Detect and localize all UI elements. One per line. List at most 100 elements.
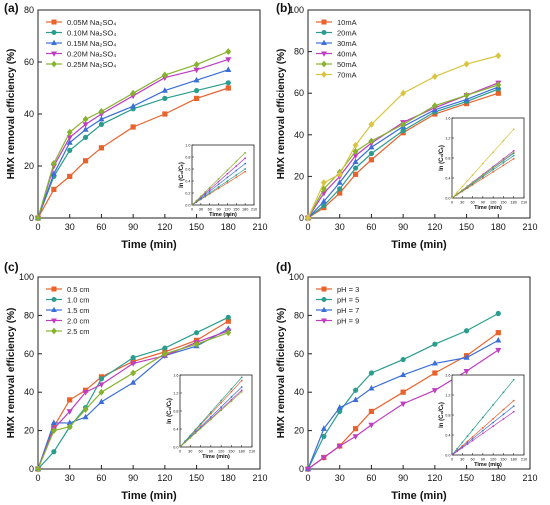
data-point	[337, 186, 343, 192]
data-point	[400, 371, 407, 378]
inset-point	[456, 447, 459, 450]
inset-point	[226, 172, 229, 175]
data-point	[98, 376, 105, 382]
x-tick-label: 30	[65, 222, 75, 232]
inset-point	[512, 149, 515, 152]
inset-point	[481, 416, 484, 419]
data-point	[352, 426, 359, 432]
panel-label: (c)	[4, 260, 19, 274]
inset-point	[502, 164, 505, 167]
data-point	[495, 330, 501, 336]
inset-point	[217, 180, 220, 183]
data-point	[162, 95, 168, 101]
inset-point	[461, 446, 464, 449]
data-point	[352, 147, 359, 155]
inset-y-tick-label: 0.8	[173, 410, 178, 414]
x-tick-label: 60	[366, 473, 376, 483]
legend-swatch-marker	[321, 318, 327, 324]
inset-point	[492, 421, 495, 424]
data-point	[82, 390, 89, 396]
y-tick-label: 60	[24, 57, 34, 67]
legend-swatch-marker	[51, 39, 57, 46]
data-point	[368, 120, 375, 128]
y-tick-label: 40	[24, 387, 34, 397]
data-point	[400, 389, 406, 395]
inset-point	[244, 157, 247, 160]
inset-point	[240, 386, 243, 388]
inset-point	[208, 190, 211, 193]
data-point	[82, 413, 89, 420]
legend-label: 2.0 cm	[67, 317, 90, 326]
data-point	[193, 76, 200, 83]
inset-x-tick-label: 210	[521, 201, 527, 205]
x-tick-label: 30	[335, 473, 345, 483]
inset-point	[512, 410, 515, 413]
data-point	[130, 361, 137, 367]
inset-y-tick-label: 1.0	[185, 144, 190, 148]
x-tick-label: 120	[427, 222, 442, 232]
data-point	[130, 89, 137, 97]
legend-label: pH = 9	[337, 317, 359, 326]
data-point	[368, 384, 375, 391]
inset-point	[481, 426, 484, 429]
legend: pH = 3 pH = 5pH = 7 pH = 9	[316, 285, 359, 326]
inset-y-tick-label: 0.4	[185, 180, 190, 184]
inset-x-tick-label: 150	[228, 450, 234, 454]
inset-point	[512, 151, 515, 154]
inset-chart: 0 30 60 90 120 150 180 210 0.0 0.2 0.4 0.6 0.8 1.0 Tim…	[179, 144, 257, 219]
inset-y-label: ln (C₀/Cₜ)	[167, 398, 173, 424]
inset-point	[492, 417, 495, 420]
y-tick-label: 80	[24, 5, 34, 15]
y-tick-label: 40	[294, 387, 304, 397]
inset-point	[217, 178, 220, 180]
legend-label: pH = 5	[337, 296, 359, 305]
data-point	[431, 360, 438, 366]
inset-x-tick-label: 150	[500, 201, 506, 205]
legend-swatch-marker	[321, 60, 327, 68]
inset-x-tick-label: 30	[460, 201, 464, 205]
data-point	[82, 158, 89, 164]
inset-x-tick-label: 210	[521, 458, 527, 462]
inset-point	[208, 188, 211, 191]
inset-point	[204, 193, 207, 196]
inset-x-tick-label: 60	[198, 450, 202, 454]
legend-label: 30mA	[337, 39, 357, 48]
legend-swatch-marker	[321, 51, 327, 57]
inset-point	[471, 439, 474, 442]
x-axis-label: Time (min)	[391, 490, 447, 502]
series-2	[305, 86, 501, 221]
inset-point	[240, 376, 243, 379]
inset-point	[209, 411, 212, 414]
inset-point	[235, 160, 238, 163]
series-6	[305, 52, 502, 222]
data-point	[50, 159, 57, 167]
inset-point	[230, 388, 233, 390]
data-point	[225, 80, 231, 86]
x-tick-label: 210	[252, 473, 267, 483]
data-point	[82, 406, 89, 413]
inset-point	[217, 186, 220, 188]
data-point	[98, 115, 105, 122]
data-point	[431, 73, 438, 81]
inset-y-label: ln (C₀/Cₜ)	[179, 162, 185, 188]
legend-swatch-marker	[321, 296, 327, 302]
data-point	[495, 310, 501, 317]
inset-point	[502, 159, 505, 161]
inset-x-tick-label: 120	[218, 450, 224, 454]
inset-y-tick-label: 0.0	[445, 454, 450, 458]
y-tick-label: 80	[294, 310, 304, 320]
x-tick-label: 30	[335, 222, 345, 232]
x-tick-label: 150	[189, 222, 204, 232]
y-tick-label: 0	[299, 464, 304, 474]
inset-x-tick-label: 60	[470, 458, 474, 462]
x-tick-label: 210	[252, 222, 267, 232]
data-point	[368, 408, 375, 415]
inset-point	[471, 181, 474, 184]
data-point	[368, 422, 375, 429]
inset-point	[466, 443, 469, 446]
panel-label: (a)	[4, 1, 19, 15]
series-5	[35, 48, 232, 222]
